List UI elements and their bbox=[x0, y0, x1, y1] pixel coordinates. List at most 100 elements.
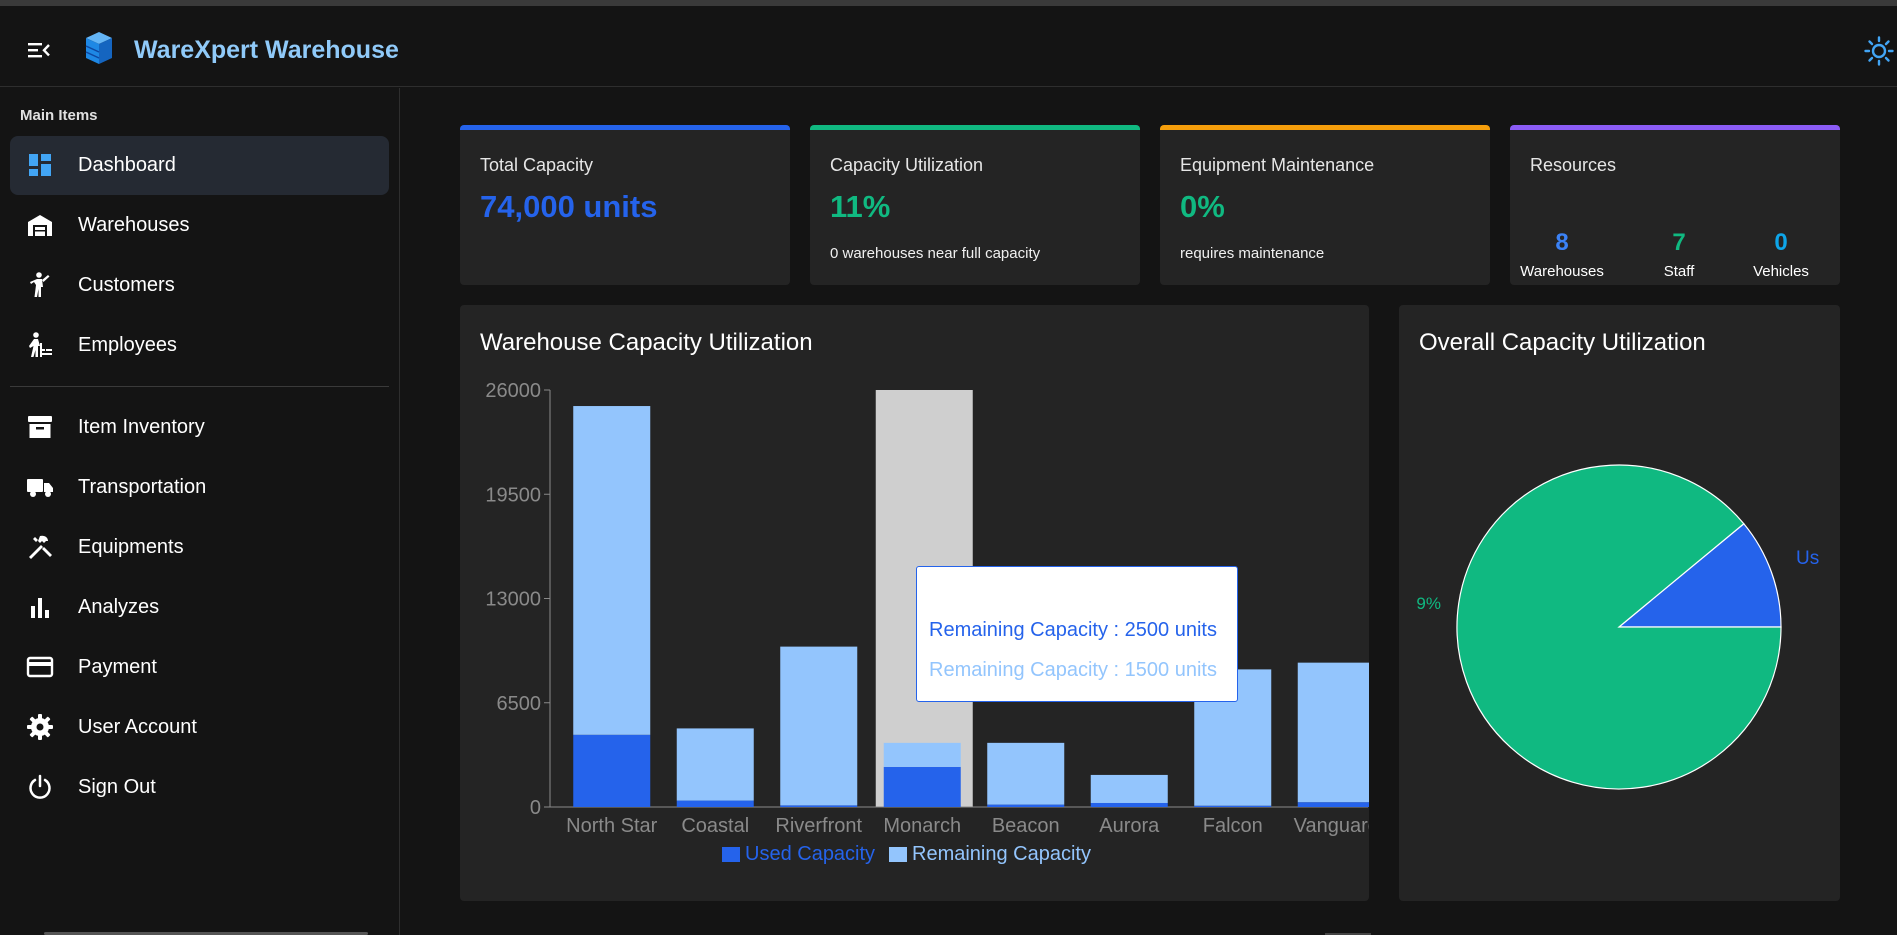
panel-title: Overall Capacity Utilization bbox=[1419, 329, 1706, 356]
sidebar-item-label: Warehouses bbox=[78, 214, 190, 236]
truck-icon bbox=[26, 473, 54, 501]
card-title: Equipment Maintenance bbox=[1180, 155, 1375, 175]
resource-warehouses-label: Warehouses bbox=[1520, 263, 1604, 280]
legend-swatch bbox=[889, 847, 907, 862]
y-tick-label: 26000 bbox=[485, 380, 541, 402]
resources-card: Resources 8 Warehouses 7 Staff 0 Vehicle… bbox=[1510, 125, 1840, 285]
x-tick-label: Riverfront bbox=[775, 815, 862, 837]
sidebar-item-label: Transportation bbox=[78, 476, 207, 498]
sidebar-item-item-inventory[interactable]: Item Inventory bbox=[10, 398, 389, 457]
resource-staff-count: 7 bbox=[1672, 229, 1686, 256]
bar-used[interactable] bbox=[573, 734, 651, 807]
x-tick-label: Coastal bbox=[681, 815, 749, 837]
sidebar-section-header: Main Items bbox=[20, 107, 98, 124]
sidebar-item-employees[interactable]: Employees bbox=[10, 316, 389, 375]
bar-remaining[interactable] bbox=[1297, 662, 1369, 803]
bar-used[interactable] bbox=[1090, 802, 1168, 807]
sidebar-item-label: Payment bbox=[78, 656, 157, 678]
chart-tooltip: Remaining Capacity : 2500 units Remainin… bbox=[916, 566, 1238, 702]
pie-label-remaining-text: 9% bbox=[1417, 594, 1441, 613]
card-accent-bar bbox=[810, 125, 1140, 130]
sidebar-item-transportation[interactable]: Transportation bbox=[10, 458, 389, 517]
person-icon bbox=[26, 271, 54, 299]
bar-used[interactable] bbox=[1297, 802, 1369, 807]
card-subtitle: requires maintenance bbox=[1180, 245, 1325, 262]
resource-vehicles-count: 0 bbox=[1774, 229, 1788, 256]
sidebar-item-label: Dashboard bbox=[78, 154, 176, 176]
resource-staff-label: Staff bbox=[1663, 263, 1695, 280]
tooltip-line-remaining: Remaining Capacity : 1500 units bbox=[929, 659, 1217, 681]
warehouse-icon bbox=[26, 211, 54, 239]
card-value: 0% bbox=[1180, 189, 1225, 224]
sidebar-item-label: Item Inventory bbox=[78, 416, 205, 438]
bar-remaining[interactable] bbox=[987, 742, 1065, 805]
x-tick-label: Aurora bbox=[1099, 815, 1160, 837]
main-scrollbar[interactable] bbox=[1325, 933, 1371, 935]
sidebar-item-label: Sign Out bbox=[78, 776, 156, 798]
sidebar-item-label: Employees bbox=[78, 334, 177, 356]
sidebar-item-equipments[interactable]: Equipments bbox=[10, 518, 389, 577]
panel-title: Warehouse Capacity Utilization bbox=[480, 329, 813, 356]
power-icon bbox=[26, 773, 54, 801]
bar-used[interactable] bbox=[987, 804, 1065, 807]
pie-slice[interactable] bbox=[1456, 464, 1782, 790]
y-tick-label: 0 bbox=[530, 797, 541, 819]
pie-chart bbox=[1456, 464, 1782, 790]
sidebar-scrollbar[interactable] bbox=[44, 932, 368, 935]
bar-chart: 0 6500 13000 19500 26000 North Star Coastal Riv… bbox=[485, 380, 1369, 837]
bar-used[interactable] bbox=[883, 766, 961, 807]
sidebar-item-warehouses[interactable]: Warehouses bbox=[10, 196, 389, 255]
card-title: Capacity Utilization bbox=[830, 155, 984, 175]
worker-icon bbox=[26, 331, 54, 359]
app-bar: WareXpert Warehouse bbox=[0, 6, 1897, 87]
sidebar-item-sign-out[interactable]: Sign Out bbox=[10, 758, 389, 817]
pie-label-used: Us bbox=[1796, 548, 1820, 569]
legend-label: Remaining Capacity bbox=[912, 843, 1091, 865]
bar-remaining[interactable] bbox=[573, 406, 651, 735]
app-title: WareXpert Warehouse bbox=[134, 36, 399, 64]
sidebar-item-label: Analyzes bbox=[78, 596, 160, 618]
sidebar-item-analyzes[interactable]: Analyzes bbox=[10, 578, 389, 637]
warehouse-logo-icon bbox=[84, 30, 114, 66]
main-content: Total Capacity 74,000 units Capacity Uti… bbox=[401, 88, 1897, 935]
card-accent-bar bbox=[1160, 125, 1490, 130]
y-tick-label: 19500 bbox=[485, 484, 541, 506]
resource-warehouses-count: 8 bbox=[1555, 229, 1569, 256]
menu-collapse-icon[interactable] bbox=[26, 37, 52, 63]
bar-used[interactable] bbox=[780, 805, 858, 807]
sidebar-item-label: Equipments bbox=[78, 536, 184, 558]
sidebar-item-user-account[interactable]: User Account bbox=[10, 698, 389, 757]
sidebar-item-payment[interactable]: Payment bbox=[10, 638, 389, 697]
overall-capacity-panel: Overall Capacity Utilization Us 9% bbox=[1399, 305, 1840, 901]
card-accent-bar bbox=[460, 125, 790, 130]
tooltip-line-used: Remaining Capacity : 2500 units bbox=[929, 619, 1217, 641]
dashboard-icon bbox=[26, 151, 54, 179]
x-tick-label: Falcon bbox=[1203, 815, 1263, 837]
bar-remaining[interactable] bbox=[1090, 774, 1168, 803]
sidebar-item-customers[interactable]: Customers bbox=[10, 256, 389, 315]
bar-remaining[interactable] bbox=[883, 742, 961, 767]
bar-remaining[interactable] bbox=[676, 728, 754, 801]
bar-chart-icon bbox=[26, 593, 54, 621]
card-title: Resources bbox=[1530, 155, 1617, 175]
x-tick-label: North Star bbox=[566, 815, 657, 837]
y-tick-label: 13000 bbox=[485, 589, 541, 611]
legend-item-remaining[interactable]: Remaining Capacity bbox=[889, 843, 1091, 866]
bar-used[interactable] bbox=[676, 800, 754, 807]
pie-label-remaining: 9% bbox=[1417, 594, 1441, 618]
card-accent-bar bbox=[1510, 125, 1840, 130]
sidebar-item-label: Customers bbox=[78, 274, 175, 296]
theme-toggle-sun-icon[interactable] bbox=[1864, 36, 1894, 66]
card-value: 74,000 units bbox=[480, 189, 658, 224]
legend-item-used[interactable]: Used Capacity bbox=[722, 843, 875, 866]
card-subtitle: 0 warehouses near full capacity bbox=[830, 245, 1041, 262]
card-value: 11% bbox=[830, 189, 891, 224]
archive-icon bbox=[26, 413, 54, 441]
resource-vehicles-label: Vehicles bbox=[1753, 263, 1809, 280]
sidebar-item-dashboard[interactable]: Dashboard bbox=[10, 136, 389, 195]
y-tick-label: 6500 bbox=[497, 693, 542, 715]
pie-slice[interactable] bbox=[1617, 522, 1782, 628]
bar-remaining[interactable] bbox=[780, 646, 858, 806]
bar-used[interactable] bbox=[1194, 805, 1272, 807]
sidebar-item-label: User Account bbox=[78, 716, 197, 738]
